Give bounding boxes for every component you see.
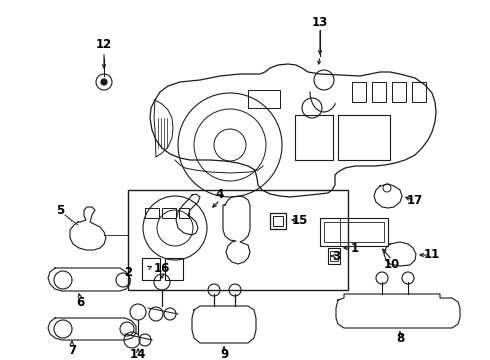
Bar [324, 222, 384, 242]
Text: 3: 3 [332, 249, 340, 262]
Bar [179, 208, 189, 218]
Bar [162, 208, 176, 218]
Bar [372, 82, 386, 102]
Bar [128, 190, 348, 290]
Text: 12: 12 [96, 39, 112, 51]
Text: 14: 14 [130, 347, 146, 360]
Text: 7: 7 [68, 343, 76, 356]
Text: 16: 16 [154, 261, 170, 274]
Bar [270, 213, 286, 229]
Text: 10: 10 [384, 258, 400, 271]
Bar [352, 82, 366, 102]
Text: 9: 9 [220, 347, 228, 360]
Bar [248, 90, 280, 108]
Text: 13: 13 [312, 15, 328, 28]
Text: 4: 4 [216, 189, 224, 202]
Text: 2: 2 [124, 266, 132, 279]
Text: 11: 11 [424, 248, 440, 261]
Bar [338, 115, 390, 160]
Text: 8: 8 [396, 332, 404, 345]
Text: 17: 17 [407, 194, 423, 207]
Bar [320, 218, 388, 246]
Bar [330, 251, 338, 261]
Text: 1: 1 [351, 242, 359, 255]
Text: 15: 15 [292, 213, 308, 226]
Text: 6: 6 [76, 297, 84, 310]
Bar [273, 216, 283, 226]
Bar [295, 115, 333, 160]
Text: 5: 5 [56, 203, 64, 216]
Bar [412, 82, 426, 102]
Circle shape [101, 79, 107, 85]
Bar [392, 82, 406, 102]
Bar [165, 258, 183, 280]
Bar [145, 208, 159, 218]
Bar [328, 248, 340, 264]
Bar [142, 258, 160, 280]
